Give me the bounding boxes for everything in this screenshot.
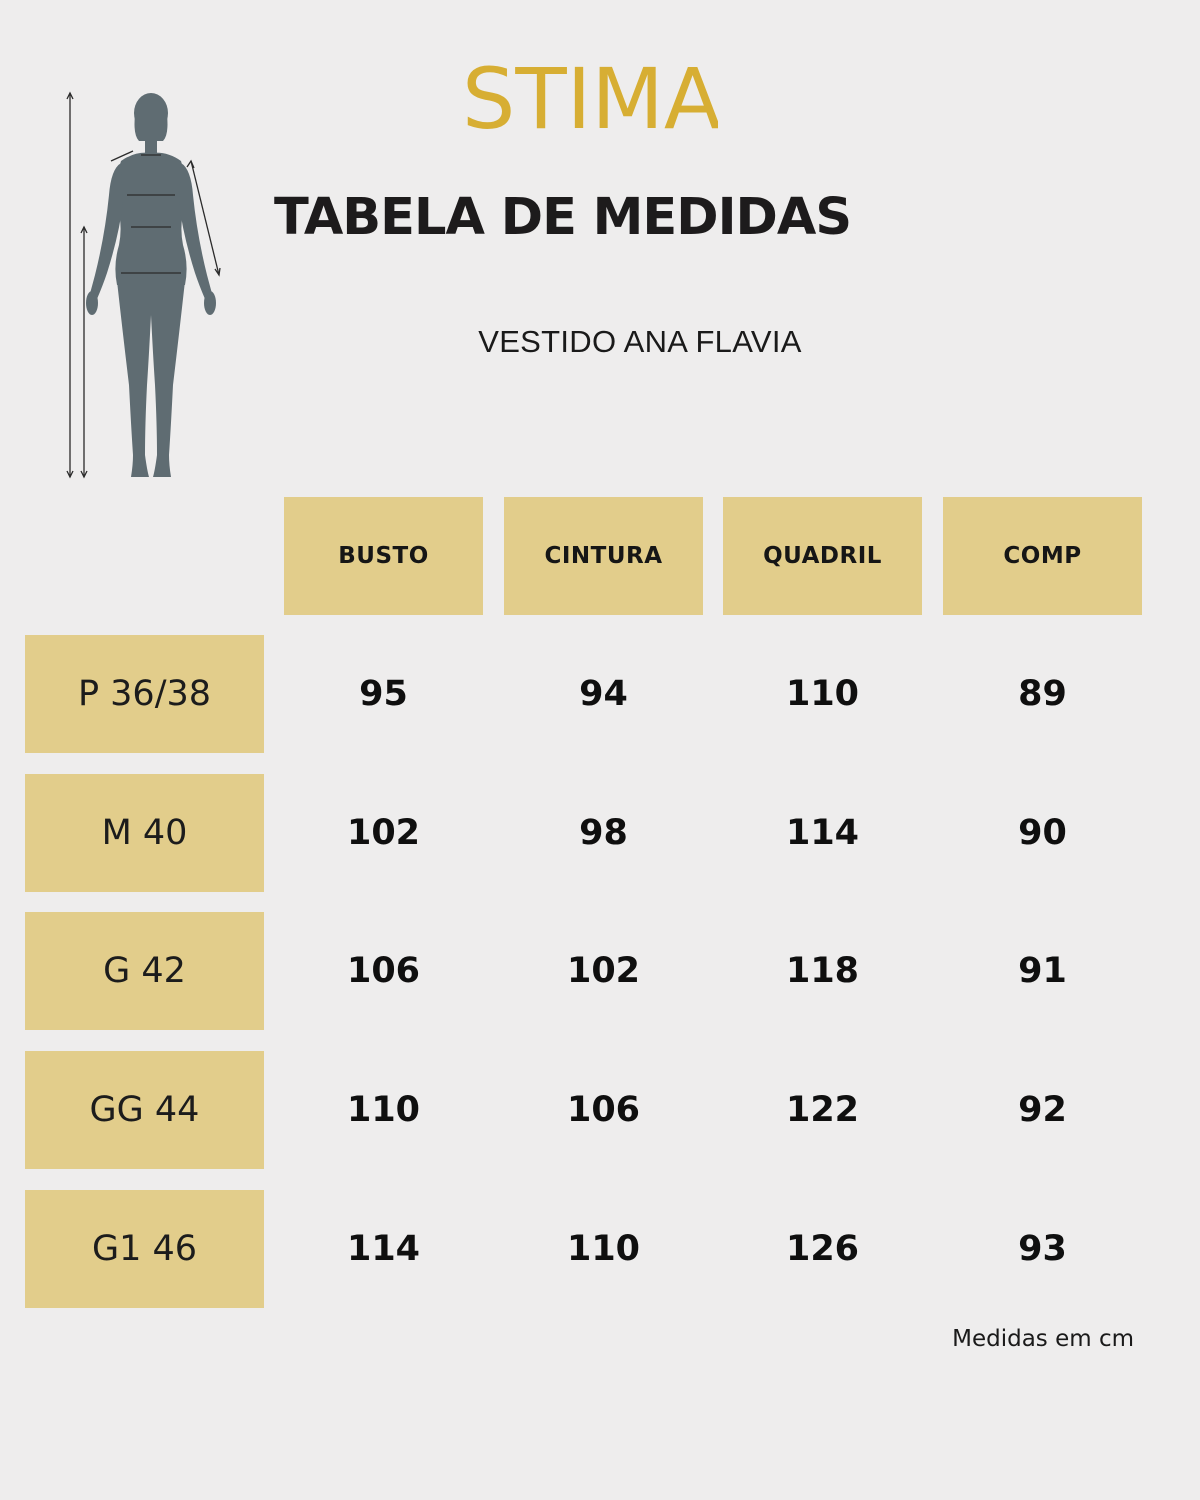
brand-logo: STIMA — [462, 56, 718, 138]
table-cell-busto: 106 — [346, 951, 421, 991]
column-header-comp: COMP — [943, 497, 1142, 615]
table-cell-comp: 93 — [1018, 1229, 1067, 1269]
row-header-size: M 40 — [25, 774, 264, 892]
row-header-size: GG 44 — [25, 1051, 264, 1169]
page-title: TABELA DE MEDIDAS — [274, 188, 852, 247]
row-header-size: G 42 — [25, 912, 264, 1030]
table-cell-quadril: 118 — [785, 951, 860, 991]
table-cell-cintura: 98 — [579, 813, 628, 853]
table-cell-quadril: 126 — [785, 1229, 860, 1269]
body-silhouette-measurement-icon — [66, 91, 221, 479]
table-cell-busto: 102 — [346, 813, 421, 853]
table-cell-comp: 92 — [1018, 1090, 1067, 1130]
table-cell-quadril: 122 — [785, 1090, 860, 1130]
row-header-size: P 36/38 — [25, 635, 264, 753]
product-name: VESTIDO ANA FLAVIA — [478, 324, 802, 359]
table-cell-comp: 90 — [1018, 813, 1067, 853]
column-header-quadril: QUADRIL — [723, 497, 922, 615]
column-header-cintura: CINTURA — [504, 497, 703, 615]
table-cell-cintura: 94 — [579, 674, 628, 714]
table-cell-busto: 114 — [346, 1229, 421, 1269]
row-header-size: G1 46 — [25, 1190, 264, 1308]
table-cell-cintura: 102 — [566, 951, 641, 991]
brand-logo-text: STIMA — [462, 56, 718, 138]
units-footnote: Medidas em cm — [952, 1326, 1134, 1352]
table-cell-comp: 91 — [1018, 951, 1067, 991]
table-cell-cintura: 106 — [566, 1090, 641, 1130]
table-cell-comp: 89 — [1018, 674, 1067, 714]
table-cell-busto: 95 — [359, 674, 408, 714]
table-cell-quadril: 114 — [785, 813, 860, 853]
table-cell-busto: 110 — [346, 1090, 421, 1130]
column-header-busto: BUSTO — [284, 497, 483, 615]
table-cell-quadril: 110 — [785, 674, 860, 714]
table-cell-cintura: 110 — [566, 1229, 641, 1269]
